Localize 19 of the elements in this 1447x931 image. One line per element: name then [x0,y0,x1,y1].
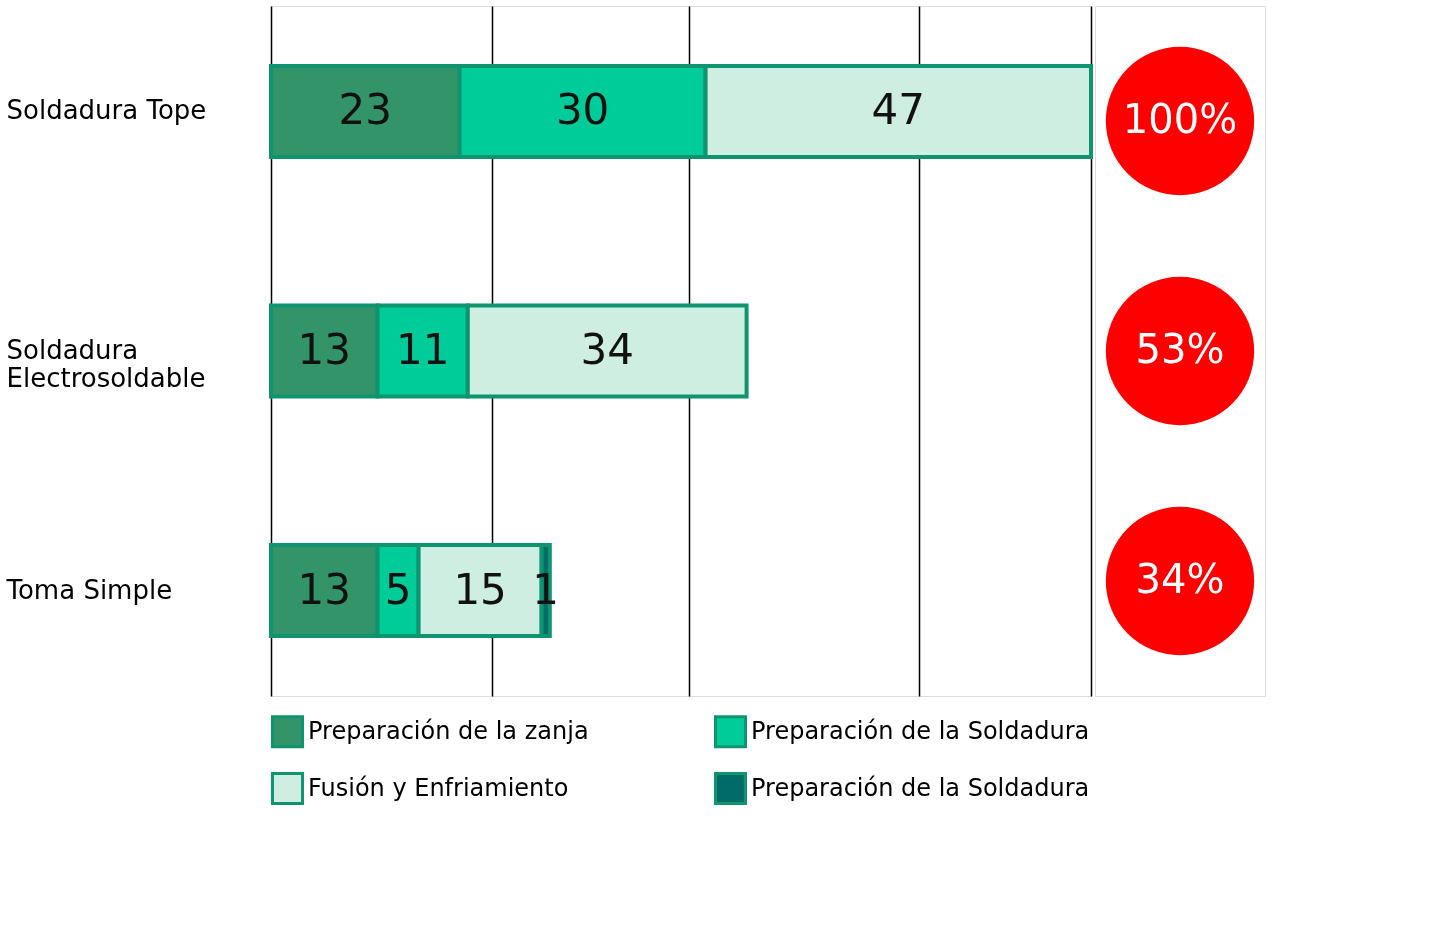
data-label: 11 [395,325,450,374]
data-label: 5 [384,564,412,614]
text: 53% [1135,326,1225,372]
y-tick-label: Toma Simple [5,574,173,605]
data-label: 34 [580,325,634,374]
y-tick-label: Soldadura Electrosoldable [6,335,206,393]
data-label: 15 [453,564,507,614]
y-tick-label: Soldadura Tope [6,95,207,126]
legend-label: Fusión y Enfriamiento [308,773,569,802]
data-label: 47 [871,85,926,135]
legend-label: Preparación de la zanja [308,716,589,745]
text: 100% [1122,96,1238,142]
text: 34% [1135,556,1225,602]
data-label: 13 [297,564,352,614]
legend-label: Preparación de la Soldadura [751,716,1090,745]
legend-label: Preparación de la Soldadura [751,773,1090,802]
data-label: 13 [297,325,352,374]
data-label: 30 [555,85,610,135]
data-label: 23 [338,85,393,135]
